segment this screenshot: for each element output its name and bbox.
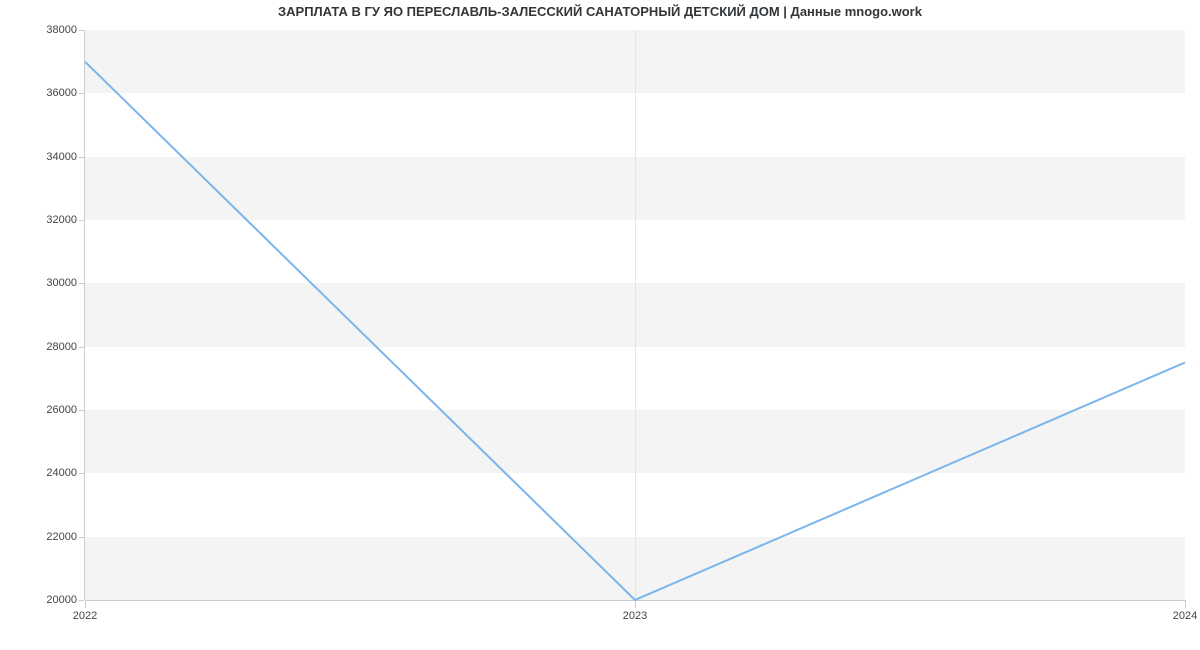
y-tick-mark: [79, 283, 84, 284]
y-tick-mark: [79, 157, 84, 158]
x-tick-label: 2022: [73, 610, 97, 622]
line-series-svg: [85, 30, 1185, 600]
y-tick-label: 24000: [27, 467, 77, 479]
y-tick-mark: [79, 347, 84, 348]
y-tick-label: 30000: [27, 277, 77, 289]
plot-area: 2000022000240002600028000300003200034000…: [85, 30, 1185, 600]
y-tick-mark: [79, 473, 84, 474]
y-tick-label: 38000: [27, 24, 77, 36]
y-tick-mark: [79, 410, 84, 411]
x-tick-mark: [635, 600, 636, 608]
y-tick-mark: [79, 220, 84, 221]
series-line-salary: [85, 62, 1185, 600]
y-tick-label: 22000: [27, 531, 77, 543]
y-tick-mark: [79, 537, 84, 538]
y-tick-label: 28000: [27, 341, 77, 353]
y-tick-label: 20000: [27, 594, 77, 606]
y-tick-label: 32000: [27, 214, 77, 226]
y-tick-label: 26000: [27, 404, 77, 416]
chart-title: ЗАРПЛАТА В ГУ ЯО ПЕРЕСЛАВЛЬ-ЗАЛЕССКИЙ СА…: [0, 4, 1200, 19]
y-tick-mark: [79, 93, 84, 94]
x-tick-label: 2023: [623, 610, 647, 622]
y-tick-mark: [79, 600, 84, 601]
y-tick-mark: [79, 30, 84, 31]
x-tick-mark: [1185, 600, 1186, 608]
x-tick-label: 2024: [1173, 610, 1197, 622]
y-tick-label: 36000: [27, 87, 77, 99]
y-tick-label: 34000: [27, 151, 77, 163]
x-tick-mark: [85, 600, 86, 608]
chart-container: ЗАРПЛАТА В ГУ ЯО ПЕРЕСЛАВЛЬ-ЗАЛЕССКИЙ СА…: [0, 0, 1200, 650]
